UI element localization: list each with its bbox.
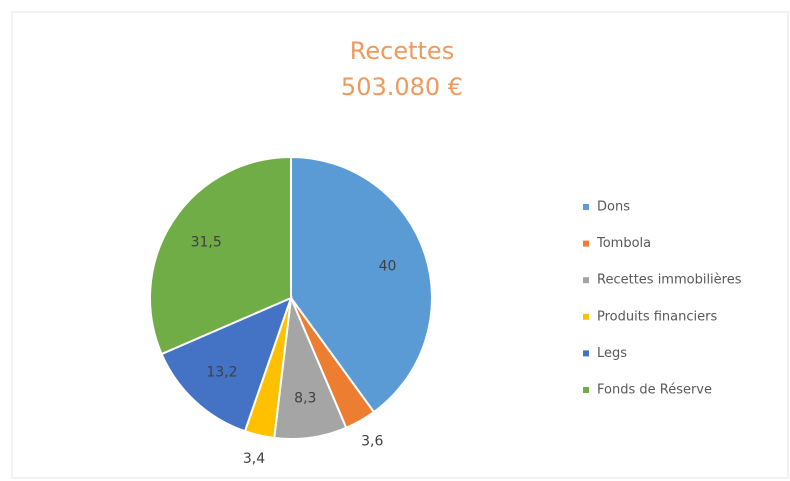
legend-swatch <box>583 240 589 247</box>
legend-swatch <box>583 277 589 284</box>
legend-label: Produits financiers <box>597 309 717 324</box>
data-label: 8,3 <box>294 391 316 407</box>
pie-slice <box>149 155 292 356</box>
legend-swatch <box>583 350 589 357</box>
legend-swatch <box>583 387 589 393</box>
data-label: 40 <box>379 259 397 275</box>
legend-swatch <box>583 204 589 210</box>
pie-slice <box>290 155 433 414</box>
chart-subtitle: 503.080 € <box>341 73 463 101</box>
legend-label: Dons <box>597 200 630 215</box>
legend-label: Legs <box>597 346 627 361</box>
data-label: 3,6 <box>361 434 383 450</box>
data-label: 31,5 <box>191 234 222 250</box>
data-label: 13,2 <box>206 364 237 380</box>
legend-label: Recettes immobilières <box>597 273 742 288</box>
pie-slice <box>160 296 293 433</box>
chart-title: Recettes <box>350 37 454 65</box>
data-label: 3,4 <box>243 451 265 467</box>
legend-swatch <box>583 313 589 320</box>
legend-label: Fonds de Réserve <box>597 383 712 398</box>
legend-label: Tombola <box>596 236 651 251</box>
